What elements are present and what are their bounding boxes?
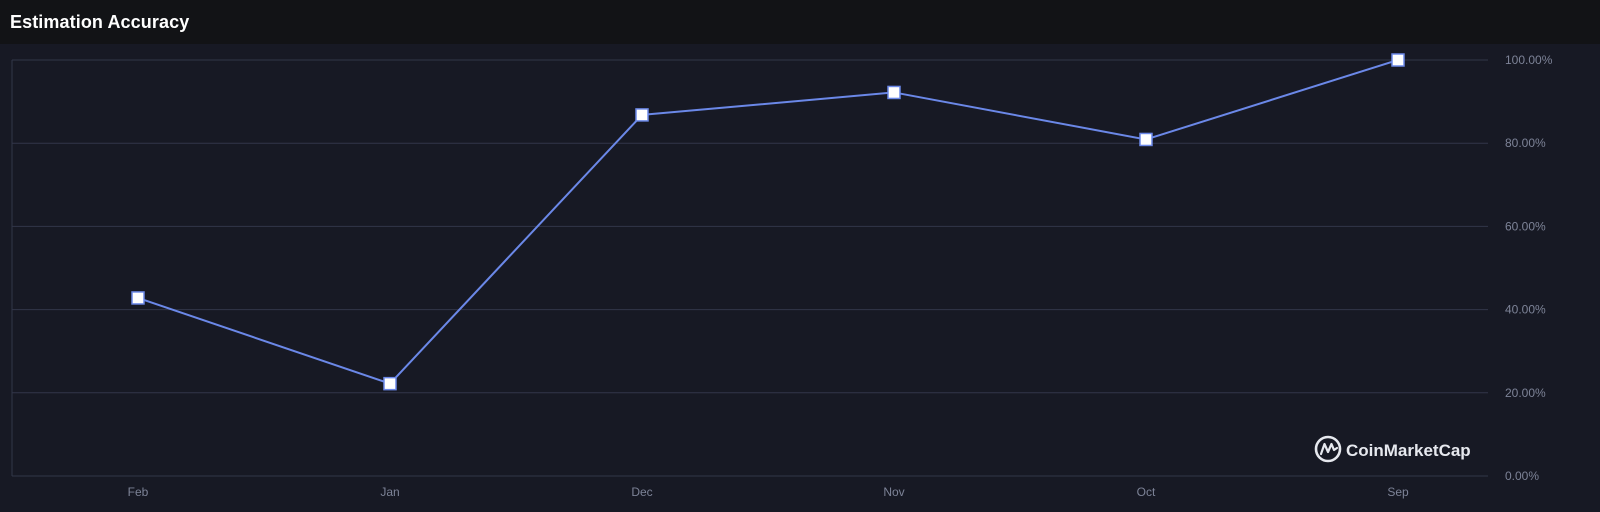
y-tick-label: 80.00%	[1505, 136, 1546, 150]
watermark-label: CoinMarketCap	[1346, 441, 1471, 460]
data-point-marker[interactable]	[635, 108, 649, 122]
x-axis-ticks: Feb Jan Dec Nov Oct Sep	[128, 485, 1409, 499]
y-tick-label: 100.00%	[1505, 53, 1553, 67]
series-accuracy	[131, 53, 1405, 391]
y-tick-label: 60.00%	[1505, 219, 1546, 233]
grid-lines	[11, 59, 1488, 477]
y-tick-label: 20.00%	[1505, 386, 1546, 400]
y-axis-ticks: 0.00% 20.00% 40.00% 60.00% 80.00% 100.00%	[1505, 53, 1553, 483]
x-tick-label: Dec	[631, 485, 652, 499]
data-point-marker[interactable]	[1391, 53, 1405, 67]
data-point-marker[interactable]	[383, 376, 397, 391]
x-tick-label: Sep	[1387, 485, 1409, 499]
coinmarketcap-logo-icon	[1314, 435, 1342, 463]
x-tick-label: Feb	[128, 485, 149, 499]
data-point-marker[interactable]	[1139, 132, 1153, 147]
data-point-marker[interactable]	[131, 291, 145, 305]
y-tick-label: 40.00%	[1505, 303, 1546, 317]
chart-title: Estimation Accuracy	[10, 12, 190, 32]
data-point-marker[interactable]	[887, 85, 901, 100]
chart-header: Estimation Accuracy	[0, 0, 1600, 44]
x-tick-label: Oct	[1137, 485, 1156, 499]
y-tick-label: 0.00%	[1505, 469, 1539, 483]
series-line	[137, 59, 1399, 385]
coinmarketcap-watermark: CoinMarketCap	[1314, 435, 1471, 463]
x-tick-label: Jan	[380, 485, 399, 499]
x-tick-label: Nov	[883, 485, 904, 499]
